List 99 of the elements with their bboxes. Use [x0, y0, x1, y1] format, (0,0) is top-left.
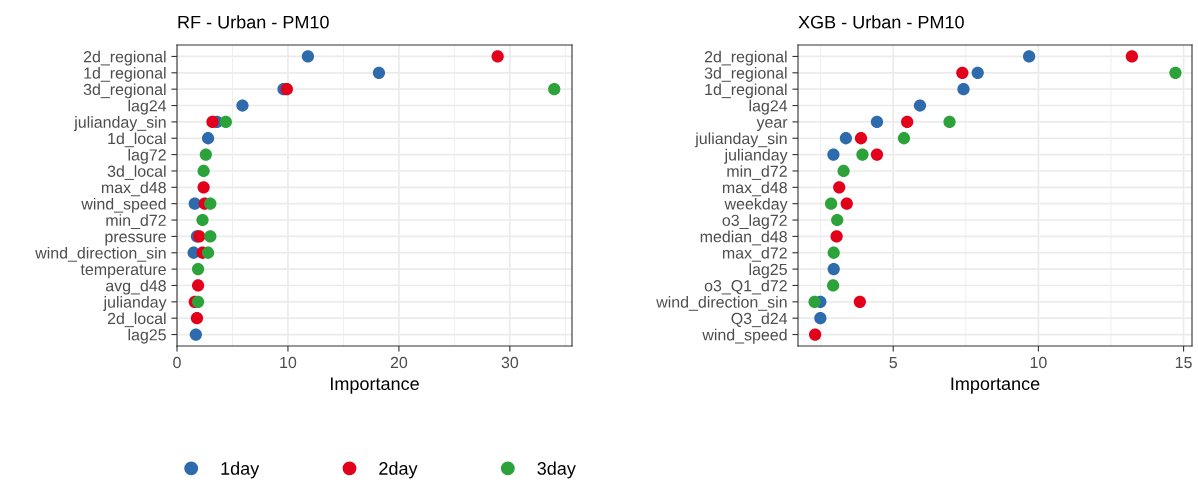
y-tick-label: max_d72: [722, 246, 787, 262]
x-axis-title: Importance: [951, 377, 1040, 394]
y-tick-label: 2d_regional: [83, 50, 166, 66]
y-tick-label: wind_speed: [81, 197, 166, 213]
y-tick-label: lag72: [128, 148, 166, 164]
point: [833, 181, 846, 194]
legend-label: 1day: [221, 461, 260, 479]
point: [808, 295, 821, 308]
point: [1022, 50, 1036, 63]
point: [971, 66, 984, 79]
point: [830, 230, 843, 243]
point: [831, 213, 844, 227]
y-tick-label: lag25: [749, 263, 787, 279]
point: [839, 132, 853, 145]
point: [856, 148, 869, 161]
y-tick-label: o3_lag72: [722, 214, 787, 230]
point: [870, 115, 884, 129]
point: [1169, 66, 1182, 79]
point: [809, 328, 822, 341]
x-tick-label: 15: [1175, 357, 1192, 369]
point: [827, 246, 840, 259]
point: [943, 115, 956, 129]
legend-label: 2day: [379, 461, 418, 479]
y-tick-label: max_d48: [722, 181, 787, 197]
point: [190, 312, 204, 325]
point: [201, 132, 215, 145]
y-tick-label: 1d_regional: [705, 83, 787, 99]
y-tick-label: max_d48: [101, 181, 166, 197]
y-tick-label: 1d_local: [108, 132, 166, 148]
point: [372, 66, 386, 79]
y-tick-label: 3d_regional: [83, 83, 166, 99]
point: [854, 132, 868, 145]
y-tick-label: 2d_regional: [704, 50, 787, 66]
y-tick-label: 2d_local: [107, 312, 166, 328]
point: [197, 181, 210, 194]
point: [206, 115, 219, 129]
point: [191, 262, 205, 276]
x-tick-label: 0: [173, 356, 181, 369]
point: [840, 197, 853, 210]
point: [191, 295, 205, 308]
point: [901, 115, 914, 129]
point: [870, 148, 884, 161]
point: [191, 279, 205, 292]
x-tick-label: 10: [1030, 356, 1047, 369]
y-tick-label: julianday_sin: [694, 132, 787, 148]
point: [956, 66, 969, 79]
y-tick-label: min_d72: [106, 214, 166, 229]
y-tick-label: 3d_local: [107, 165, 166, 180]
point: [827, 262, 840, 276]
x-axis-title: Importance: [331, 377, 419, 394]
y-tick-label: lag24: [128, 99, 167, 115]
point: [204, 230, 217, 243]
y-tick-label: wind_direction_sin: [656, 296, 787, 311]
y-tick-label: 1d_regional: [84, 67, 166, 82]
point: [201, 246, 215, 259]
y-tick-label: Q3_d24: [731, 312, 788, 328]
y-tick-label: pressure: [105, 233, 166, 246]
y-tick-label: julianday_sin: [73, 116, 166, 131]
x-tick-label: 20: [390, 356, 408, 369]
point: [236, 99, 249, 112]
point: [548, 83, 561, 96]
point: [897, 132, 911, 145]
x-tick-label: 10: [280, 356, 297, 369]
y-tick-label: lag24: [749, 99, 788, 115]
y-tick-label: o3_Q1_d72: [704, 279, 787, 295]
point: [913, 99, 927, 112]
point: [301, 50, 315, 63]
x-tick-label: 30: [501, 356, 519, 369]
y-tick-label: wind_speed: [702, 328, 787, 344]
y-tick-label: julianday: [103, 296, 167, 311]
chart-title: XGB - Urban - PM10: [798, 15, 964, 29]
point: [827, 148, 840, 161]
y-tick-label: avg_d48: [105, 279, 166, 295]
y-tick-label: temperature: [80, 264, 166, 279]
chart-title: RF - Urban - PM10: [178, 15, 329, 29]
point: [197, 164, 210, 178]
x-tick-label: 5: [889, 357, 898, 369]
point: [827, 279, 840, 292]
y-tick-label: 3d_regional: [704, 67, 787, 82]
point: [196, 213, 209, 227]
point: [957, 83, 970, 96]
point: [491, 50, 504, 63]
point: [189, 328, 202, 341]
point: [837, 164, 850, 178]
y-tick-label: median_d48: [700, 230, 787, 246]
y-tick-label: weekday: [724, 197, 788, 213]
y-tick-label: lag25: [128, 328, 166, 344]
point: [1125, 50, 1139, 63]
y-tick-label: min_d72: [727, 165, 787, 180]
y-tick-label: year: [756, 119, 788, 131]
point: [824, 197, 838, 210]
y-tick-label: julianday: [724, 148, 788, 164]
point: [853, 295, 866, 308]
legend-label: 3day: [537, 461, 576, 479]
point: [199, 148, 212, 161]
point: [204, 197, 217, 210]
point: [814, 312, 827, 325]
y-tick-label: wind_direction_sin: [35, 246, 166, 262]
point: [219, 115, 232, 129]
